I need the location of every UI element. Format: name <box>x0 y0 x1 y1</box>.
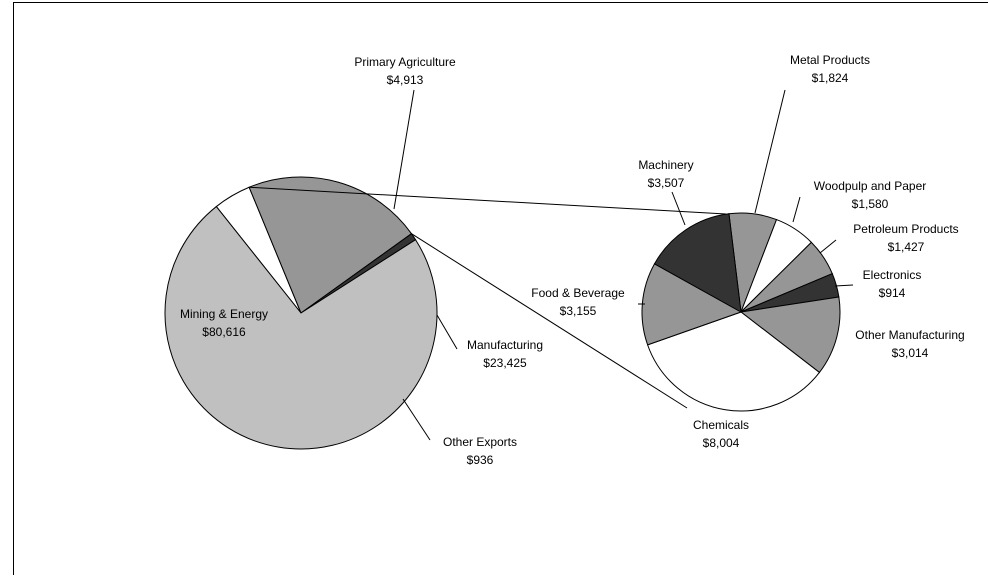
sub-pie <box>642 213 840 411</box>
label-food-beverage-value: $3,155 <box>560 304 597 318</box>
label-woodpulp-paper-name: Woodpulp and Paper <box>814 179 927 193</box>
label-manufacturing-value: $23,425 <box>483 356 527 370</box>
label-metal-products-name: Metal Products <box>790 53 870 67</box>
label-electronics-name: Electronics <box>863 268 922 282</box>
label-chemicals-name: Chemicals <box>693 418 749 432</box>
chart-border <box>14 3 988 576</box>
label-manufacturing-name: Manufacturing <box>467 338 543 352</box>
label-petroleum-products-value: $1,427 <box>888 240 925 254</box>
label-other-manufacturing-value: $3,014 <box>892 346 929 360</box>
label-mining-energy-value: $80,616 <box>202 325 246 339</box>
label-chemicals-value: $8,004 <box>703 436 740 450</box>
label-primary-agriculture-value: $4,913 <box>387 73 424 87</box>
label-other-exports-name: Other Exports <box>443 435 517 449</box>
label-other-exports-value: $936 <box>467 453 494 467</box>
label-other-manufacturing-name: Other Manufacturing <box>855 328 964 342</box>
label-woodpulp-paper-value: $1,580 <box>852 197 889 211</box>
label-machinery-name: Machinery <box>638 158 693 172</box>
label-machinery-value: $3,507 <box>648 176 685 190</box>
label-electronics-value: $914 <box>879 286 906 300</box>
label-mining-energy-name: Mining & Energy <box>180 307 268 321</box>
label-petroleum-products-name: Petroleum Products <box>853 222 958 236</box>
label-metal-products-value: $1,824 <box>812 71 849 85</box>
label-primary-agriculture-name: Primary Agriculture <box>354 55 456 69</box>
label-food-beverage-name: Food & Beverage <box>531 286 625 300</box>
